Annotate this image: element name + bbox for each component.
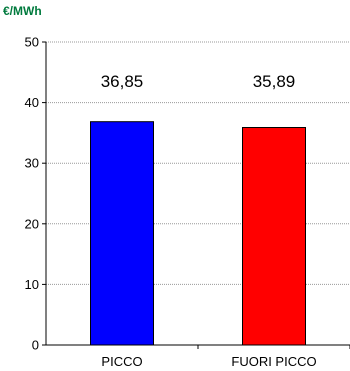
y-tick-label: 40 bbox=[25, 95, 39, 110]
x-axis: PICCO FUORI PICCO bbox=[46, 344, 350, 369]
y-tick-label: 50 bbox=[25, 35, 39, 50]
bars bbox=[90, 121, 306, 346]
x-tick-label: PICCO bbox=[101, 354, 142, 369]
data-labels: 36,85 35,89 bbox=[101, 72, 296, 91]
data-label: 35,89 bbox=[253, 72, 296, 91]
y-axis-unit-label: €/MWh bbox=[3, 4, 42, 18]
y-axis: 0 10 20 30 40 50 bbox=[25, 35, 47, 353]
y-tick-label: 10 bbox=[25, 277, 39, 292]
data-label: 36,85 bbox=[101, 72, 144, 91]
bar-picco bbox=[90, 121, 154, 346]
y-tick-label: 20 bbox=[25, 216, 39, 231]
y-tick-label: 0 bbox=[32, 338, 39, 353]
y-tick-label: 30 bbox=[25, 156, 39, 171]
bar-fuori-picco bbox=[242, 127, 306, 346]
x-tick-label: FUORI PICCO bbox=[231, 354, 316, 369]
